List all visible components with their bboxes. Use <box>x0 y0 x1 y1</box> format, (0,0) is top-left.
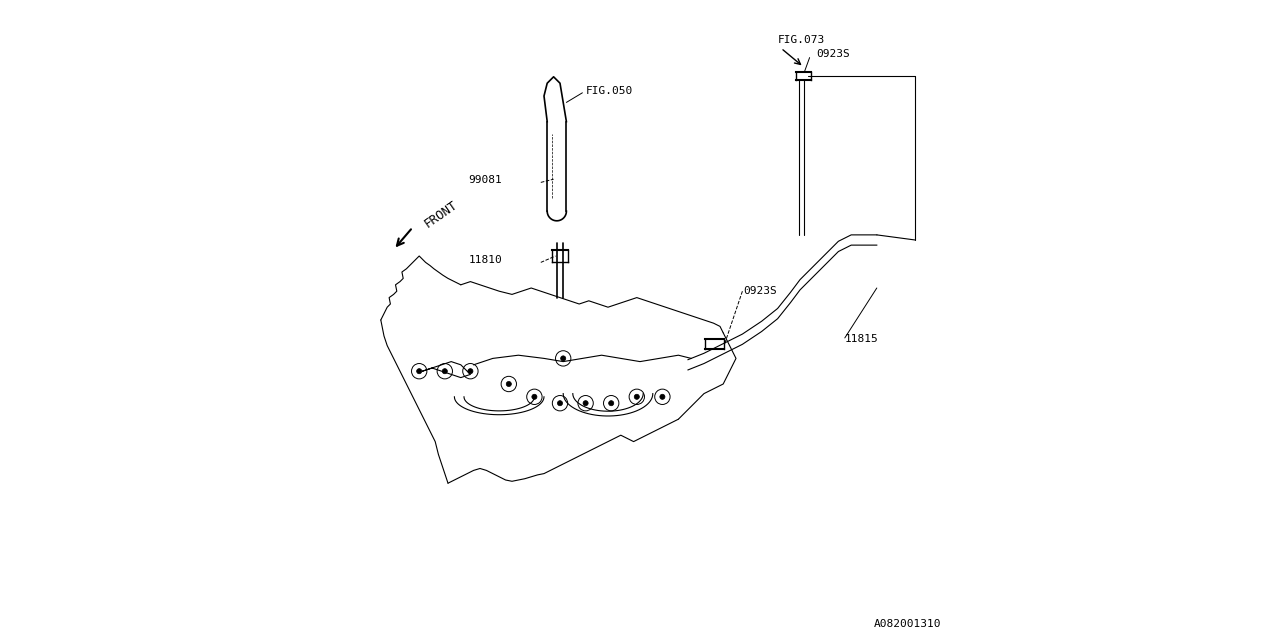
Circle shape <box>609 401 614 406</box>
Circle shape <box>635 394 639 399</box>
Text: FIG.050: FIG.050 <box>585 86 632 96</box>
Circle shape <box>558 401 563 406</box>
Text: 0923S: 0923S <box>744 286 777 296</box>
Text: FRONT: FRONT <box>422 198 460 230</box>
Circle shape <box>443 369 448 374</box>
Text: 0923S: 0923S <box>817 49 850 60</box>
Circle shape <box>584 401 588 406</box>
Circle shape <box>532 394 538 399</box>
Circle shape <box>506 381 511 387</box>
Text: A082001310: A082001310 <box>873 619 941 629</box>
Text: 11810: 11810 <box>468 255 502 266</box>
Text: 99081: 99081 <box>468 175 502 186</box>
Text: 11815: 11815 <box>845 334 878 344</box>
Circle shape <box>417 369 422 374</box>
Circle shape <box>468 369 474 374</box>
Circle shape <box>660 394 666 399</box>
Text: FIG.073: FIG.073 <box>778 35 826 45</box>
Circle shape <box>561 356 566 361</box>
